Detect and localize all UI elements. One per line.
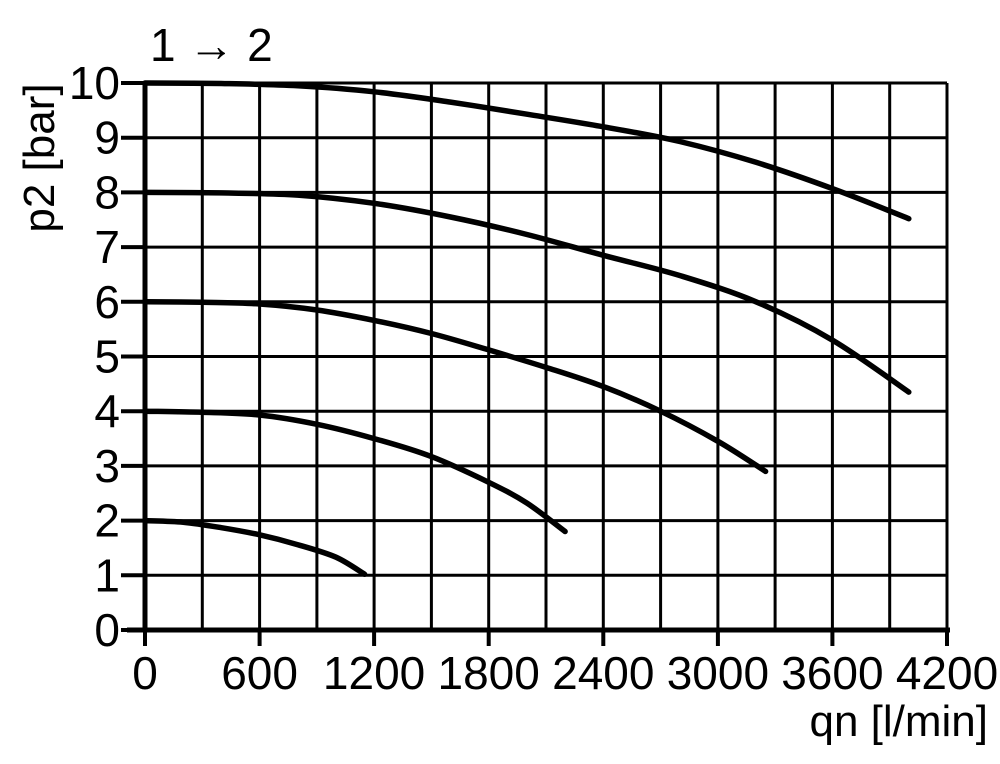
x-tick-label: 600 — [221, 647, 298, 699]
y-tick-label: 4 — [94, 385, 120, 437]
y-tick-label: 0 — [94, 604, 120, 656]
y-axis-label: p2 [bar] — [15, 83, 64, 232]
x-tick-label: 4200 — [896, 647, 998, 699]
y-tick-label: 2 — [94, 495, 120, 547]
x-tick-label: 0 — [132, 647, 158, 699]
curve-start-6-bar — [142, 299, 769, 475]
curve-start-2-bar — [142, 517, 368, 577]
curve-start-8-bar — [142, 189, 912, 395]
x-tick-label: 1800 — [438, 647, 540, 699]
y-tick-label: 5 — [94, 331, 120, 383]
y-tick-label: 9 — [94, 112, 120, 164]
x-tick-label: 2400 — [552, 647, 654, 699]
x-tick-label: 3000 — [667, 647, 769, 699]
tick-marks — [121, 81, 949, 646]
y-tick-label: 1 — [94, 549, 120, 601]
curve-start-10-bar — [142, 80, 912, 222]
curve-start-4-bar — [142, 408, 568, 535]
x-axis-label: qn [l/min] — [809, 697, 988, 746]
chart-title: 1 → 2 — [150, 19, 273, 71]
flow-curves — [142, 80, 912, 577]
y-tick-label: 8 — [94, 166, 120, 218]
y-tick-label: 7 — [94, 221, 120, 273]
y-tick-label: 10 — [69, 57, 120, 109]
grid-lines — [143, 81, 949, 632]
y-tick-label: 6 — [94, 276, 120, 328]
x-tick-label: 1200 — [323, 647, 425, 699]
x-tick-labels: 0 600 1200 1800 2400 3000 3600 4200 — [132, 647, 998, 699]
x-tick-label: 3600 — [781, 647, 883, 699]
y-tick-label: 3 — [94, 440, 120, 492]
